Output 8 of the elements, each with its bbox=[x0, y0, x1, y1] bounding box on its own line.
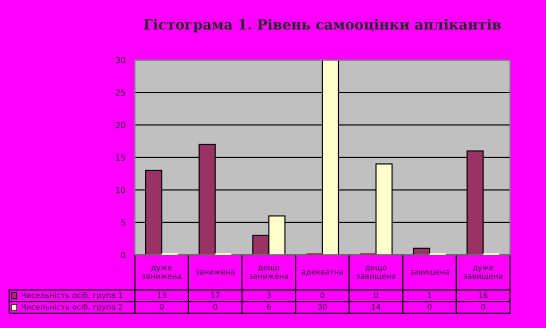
y-tick-label: 25 bbox=[116, 89, 126, 96]
y-tick-label: 0 bbox=[121, 252, 126, 258]
y-tick-label: 15 bbox=[116, 154, 126, 161]
y-tick-label: 5 bbox=[121, 219, 126, 226]
y-tick-label: 30 bbox=[116, 57, 126, 64]
chart-title: Гістограма 1. Рівень самооцінки аплікантів bbox=[144, 18, 501, 32]
y-tick-label: 10 bbox=[116, 186, 126, 194]
y-tick-label: 20 bbox=[116, 122, 126, 128]
